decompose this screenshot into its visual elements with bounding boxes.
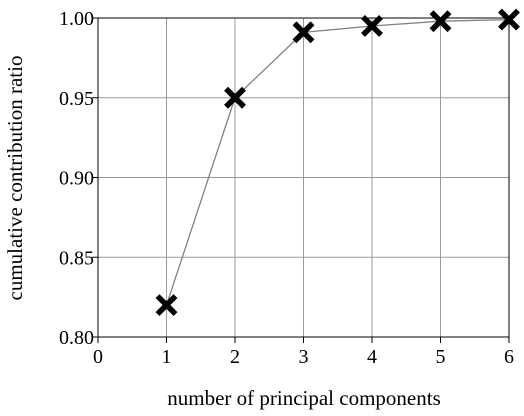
y-tick-label: 0.85 xyxy=(59,247,94,269)
y-tick-label: 1.00 xyxy=(59,8,94,30)
data-point-marker xyxy=(292,21,315,44)
x-tick-label: 1 xyxy=(162,346,172,368)
tick-labels: 0 1 2 3 4 5 6 0.80 0.85 0.90 0.95 1.00 xyxy=(59,8,514,368)
x-tick-label: 4 xyxy=(367,346,377,368)
series-line xyxy=(165,18,510,306)
data-point-marker xyxy=(224,86,246,109)
data-point-marker xyxy=(361,15,383,37)
y-tick-label: 0.95 xyxy=(59,88,94,110)
x-tick-label: 6 xyxy=(504,346,514,368)
y-tick-label: 0.90 xyxy=(59,168,94,190)
x-axis-label: number of principal components xyxy=(167,386,441,410)
x-tick-label: 0 xyxy=(93,346,103,368)
y-tick-label: 0.80 xyxy=(59,327,94,349)
data-point-marker xyxy=(155,294,178,317)
x-tick-label: 5 xyxy=(436,346,446,368)
x-tick-label: 3 xyxy=(299,346,309,368)
grid-lines xyxy=(92,17,510,343)
plot-frame xyxy=(97,17,510,338)
data-series xyxy=(155,8,520,317)
y-axis-label: cumulative contribution ratio xyxy=(3,56,27,301)
x-tick-label: 2 xyxy=(230,346,240,368)
data-point-marker xyxy=(429,10,452,33)
